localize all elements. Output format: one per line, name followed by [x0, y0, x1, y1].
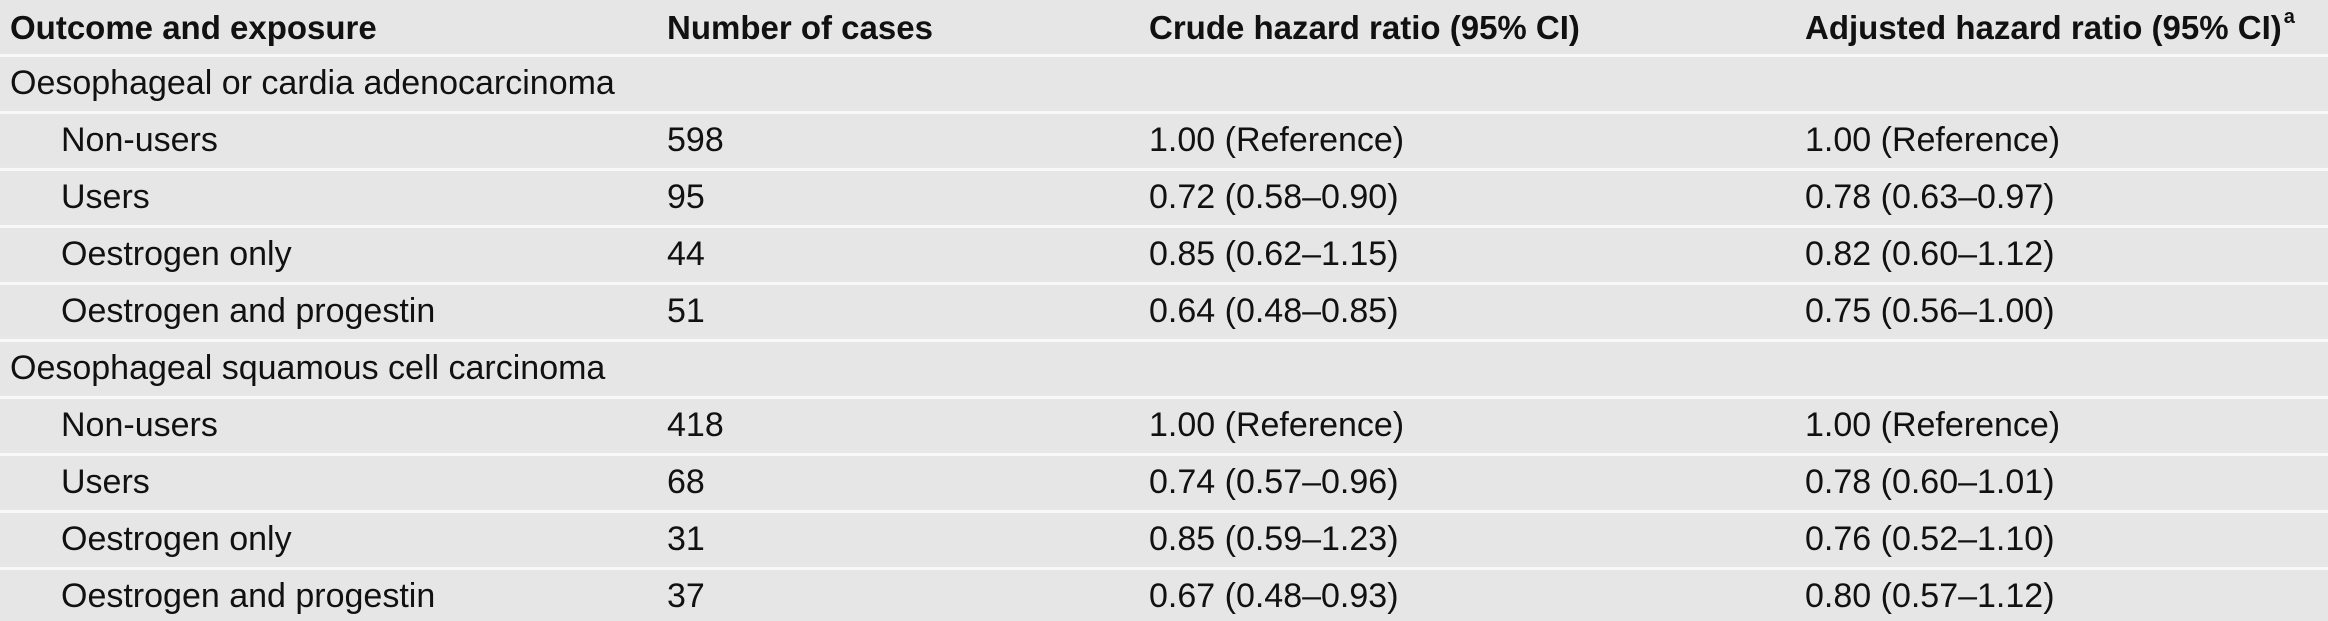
section-row-adenocarcinoma: Oesophageal or cardia adenocarcinoma — [0, 54, 2328, 108]
header-adjusted: Adjusted hazard ratio (95% CI) a — [1805, 0, 2295, 54]
header-adjusted-footnote: a — [2283, 6, 2295, 28]
header-adjusted-label: Adjusted hazard ratio (95% CI) — [1805, 8, 2282, 46]
table-row: Non-users 598 1.00 (Reference) 1.00 (Ref… — [0, 111, 2328, 165]
crude-value: 0.67 (0.48–0.93) — [1149, 576, 1399, 615]
crude-value: 0.85 (0.62–1.15) — [1149, 234, 1399, 273]
header-crude: Crude hazard ratio (95% CI) — [1149, 8, 1580, 46]
crude-value: 0.72 (0.58–0.90) — [1149, 177, 1399, 216]
table-row: Oestrogen only 31 0.85 (0.59–1.23) 0.76 … — [0, 510, 2328, 564]
crude-value: 0.85 (0.59–1.23) — [1149, 519, 1399, 558]
exposure-label: Users — [61, 177, 150, 216]
header-outcome: Outcome and exposure — [10, 8, 377, 46]
adjusted-value: 0.80 (0.57–1.12) — [1805, 576, 2055, 615]
adjusted-value: 0.82 (0.60–1.12) — [1805, 234, 2055, 273]
section-row-squamous: Oesophageal squamous cell carcinoma — [0, 339, 2328, 393]
table-row: Users 95 0.72 (0.58–0.90) 0.78 (0.63–0.9… — [0, 168, 2328, 222]
adjusted-value: 0.75 (0.56–1.00) — [1805, 291, 2055, 330]
exposure-label: Users — [61, 462, 150, 501]
adjusted-value: 0.78 (0.60–1.01) — [1805, 462, 2055, 501]
adjusted-value: 0.76 (0.52–1.10) — [1805, 519, 2055, 558]
adjusted-value: 0.78 (0.63–0.97) — [1805, 177, 2055, 216]
table-row: Oestrogen and progestin 37 0.67 (0.48–0.… — [0, 567, 2328, 621]
table-row: Non-users 418 1.00 (Reference) 1.00 (Ref… — [0, 396, 2328, 450]
cases-value: 44 — [667, 234, 705, 273]
exposure-label: Oestrogen and progestin — [61, 291, 436, 330]
adjusted-value: 1.00 (Reference) — [1805, 120, 2061, 159]
table-header-row: Outcome and exposure Number of cases Cru… — [0, 0, 2328, 54]
table-row: Oestrogen and progestin 51 0.64 (0.48–0.… — [0, 282, 2328, 336]
cases-value: 31 — [667, 519, 705, 558]
section-label: Oesophageal or cardia adenocarcinoma — [10, 63, 615, 102]
exposure-label: Oestrogen only — [61, 519, 292, 558]
crude-value: 1.00 (Reference) — [1149, 120, 1405, 159]
cases-value: 51 — [667, 291, 705, 330]
cases-value: 68 — [667, 462, 705, 501]
exposure-label: Non-users — [61, 120, 218, 159]
exposure-label: Non-users — [61, 405, 218, 444]
crude-value: 0.64 (0.48–0.85) — [1149, 291, 1399, 330]
cases-value: 95 — [667, 177, 705, 216]
crude-value: 0.74 (0.57–0.96) — [1149, 462, 1399, 501]
header-cases: Number of cases — [667, 8, 933, 46]
exposure-label: Oestrogen and progestin — [61, 576, 436, 615]
table-row: Users 68 0.74 (0.57–0.96) 0.78 (0.60–1.0… — [0, 453, 2328, 507]
cases-value: 418 — [667, 405, 724, 444]
cases-value: 37 — [667, 576, 705, 615]
table-row: Oestrogen only 44 0.85 (0.62–1.15) 0.82 … — [0, 225, 2328, 279]
section-label: Oesophageal squamous cell carcinoma — [10, 348, 606, 387]
exposure-label: Oestrogen only — [61, 234, 292, 273]
crude-value: 1.00 (Reference) — [1149, 405, 1405, 444]
cases-value: 598 — [667, 120, 724, 159]
adjusted-value: 1.00 (Reference) — [1805, 405, 2061, 444]
